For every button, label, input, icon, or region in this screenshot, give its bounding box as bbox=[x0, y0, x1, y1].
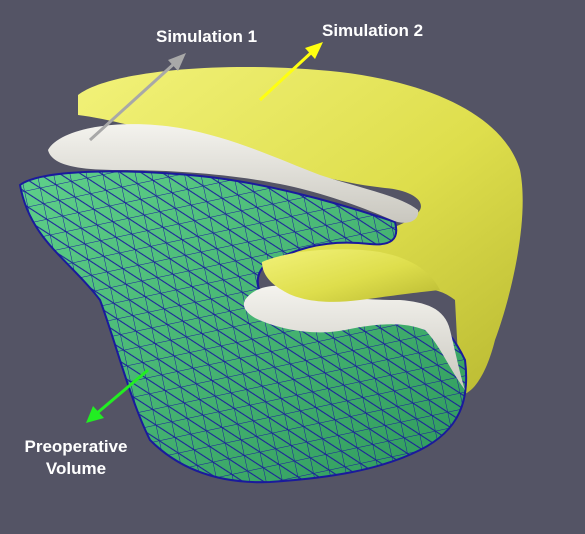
preoperative-arrow bbox=[86, 368, 149, 423]
simulation-2-surface bbox=[78, 66, 523, 395]
preoperative-label-line2: Volume bbox=[45, 459, 107, 478]
simulation-2-label: Simulation 2 bbox=[322, 21, 424, 40]
simulation-1-label: Simulation 1 bbox=[156, 27, 258, 46]
preoperative-label-line1: Preoperative bbox=[24, 437, 128, 456]
simulation-1-surface-lower bbox=[243, 285, 465, 390]
simulation-2-flap bbox=[262, 249, 440, 302]
simulation-1-surface-upper bbox=[48, 124, 419, 223]
simulation-1-arrow bbox=[88, 53, 186, 142]
simulation-2-arrow bbox=[258, 42, 323, 102]
preoperative-volume-label: Preoperative Volume bbox=[18, 436, 134, 480]
